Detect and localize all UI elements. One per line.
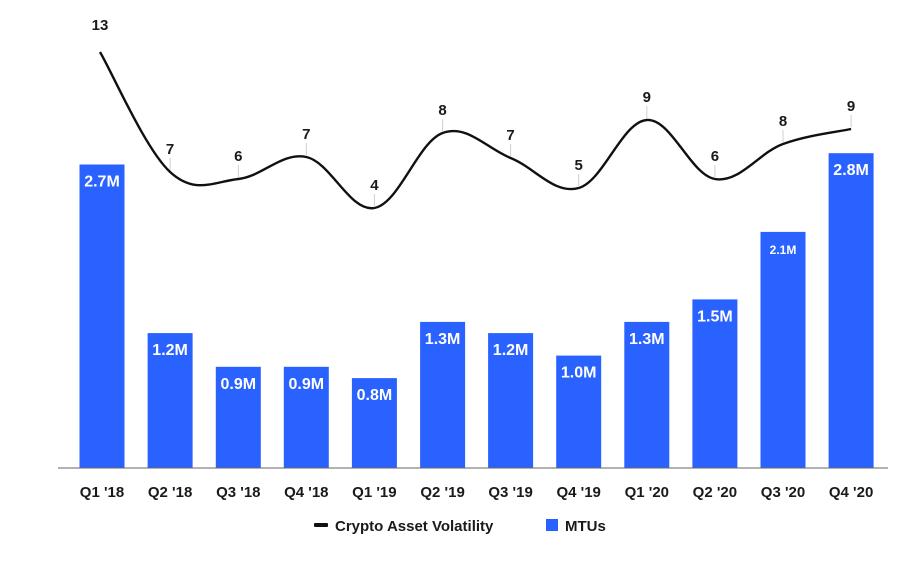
bar-data-label: 1.0M bbox=[561, 365, 597, 382]
x-tick-label: Q1 '18 bbox=[80, 484, 124, 501]
volatility-data-labels: 13 7 6 7 4 8 7 5 9 6 8 9 bbox=[92, 17, 856, 194]
bar-data-label: 2.8M bbox=[833, 162, 869, 179]
legend-mtus-marker bbox=[546, 519, 558, 531]
mtu-bar-labels: 2.7M 1.2M 0.9M 0.9M 0.8M 1.3M 1.2M 1.0M 1.3M 1.5M… bbox=[84, 162, 869, 404]
volatility-data-label: 8 bbox=[438, 102, 446, 119]
volatility-data-label: 7 bbox=[506, 127, 514, 144]
x-tick-label: Q4 '19 bbox=[556, 484, 600, 501]
volatility-data-label: 7 bbox=[302, 126, 310, 143]
volatility-line bbox=[98, 51, 852, 210]
bar-data-label: 0.9M bbox=[289, 376, 325, 393]
x-tick-label: Q4 '20 bbox=[829, 484, 873, 501]
bar bbox=[215, 366, 261, 468]
bar bbox=[147, 333, 193, 468]
bar bbox=[760, 231, 806, 468]
x-tick-label: Q2 '19 bbox=[420, 484, 464, 501]
bar-data-label: 1.2M bbox=[493, 342, 529, 359]
volatility-data-label: 5 bbox=[575, 157, 583, 174]
x-tick-label: Q1 '20 bbox=[625, 484, 669, 501]
volatility-data-label: 7 bbox=[166, 141, 174, 158]
bar bbox=[420, 321, 466, 468]
bar-data-label: 1.3M bbox=[425, 331, 461, 348]
bar-data-label: 1.3M bbox=[629, 331, 665, 348]
volatility-data-label: 9 bbox=[847, 98, 855, 115]
volatility-data-label: 13 bbox=[92, 17, 109, 34]
legend-mtus-label: MTUs bbox=[565, 518, 606, 535]
bar bbox=[692, 299, 738, 468]
bar-data-label: 0.8M bbox=[357, 387, 393, 404]
bar bbox=[351, 378, 397, 468]
volatility-line-group bbox=[98, 51, 852, 210]
bar-data-label: 1.5M bbox=[697, 308, 733, 325]
volatility-data-label: 6 bbox=[711, 148, 719, 165]
bar-data-label: 2.1M bbox=[770, 243, 797, 257]
mtu-bars bbox=[79, 153, 874, 468]
bar bbox=[79, 164, 125, 468]
x-axis-tick-labels: Q1 '18 Q2 '18 Q3 '18 Q4 '18 Q1 '19 Q2 '19 Q3 '… bbox=[80, 484, 874, 501]
legend-line-marker bbox=[314, 523, 328, 527]
volatility-data-label: 8 bbox=[779, 113, 787, 130]
x-tick-label: Q3 '20 bbox=[761, 484, 805, 501]
volatility-data-label: 9 bbox=[643, 89, 651, 106]
volatility-data-label: 4 bbox=[370, 177, 379, 194]
volatility-label-leaders bbox=[169, 106, 852, 206]
bar bbox=[624, 321, 670, 468]
bar bbox=[556, 355, 602, 468]
x-tick-label: Q3 '19 bbox=[488, 484, 532, 501]
bar-data-label: 0.9M bbox=[221, 376, 257, 393]
bar-data-label: 2.7M bbox=[84, 174, 120, 191]
legend-volatility-label: Crypto Asset Volatility bbox=[335, 518, 494, 535]
bar-data-label: 1.2M bbox=[152, 342, 188, 359]
x-tick-label: Q2 '18 bbox=[148, 484, 192, 501]
legend: Crypto Asset Volatility MTUs bbox=[314, 518, 606, 535]
x-tick-label: Q4 '18 bbox=[284, 484, 328, 501]
bar bbox=[828, 153, 874, 468]
bar bbox=[283, 366, 329, 468]
x-tick-label: Q2 '20 bbox=[693, 484, 737, 501]
bar bbox=[488, 333, 534, 468]
x-tick-label: Q3 '18 bbox=[216, 484, 260, 501]
x-tick-label: Q1 '19 bbox=[352, 484, 396, 501]
volatility-data-label: 6 bbox=[234, 148, 242, 165]
